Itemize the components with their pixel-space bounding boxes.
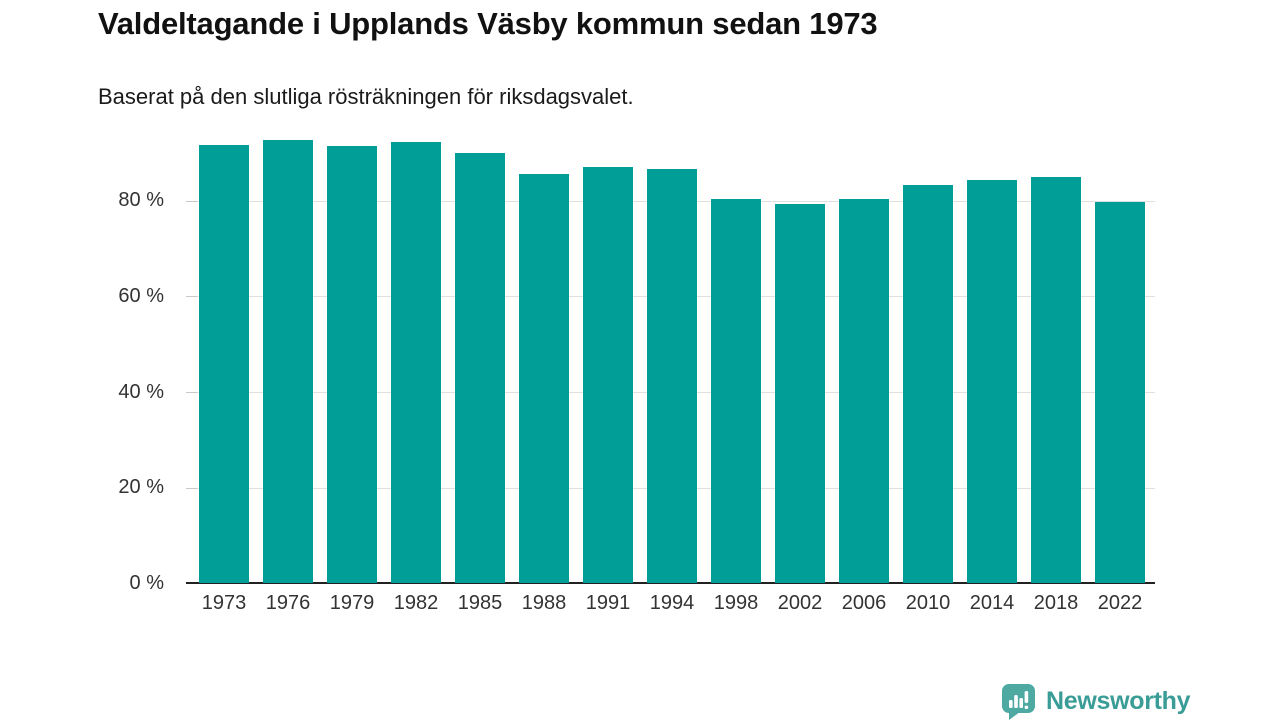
y-axis-label: 60 % [118, 284, 164, 307]
speech-bubble-shape [1002, 684, 1035, 720]
newsworthy-logo: Newsworthy [1000, 682, 1191, 720]
page-title: Valdeltagande i Upplands Väsby kommun se… [98, 6, 878, 41]
y-axis-label: 20 % [118, 476, 164, 499]
x-axis-labels: 1973 1976 1979 1982 1985 1988 1991 1994 1998 2002… [186, 592, 1155, 624]
x-axis-label: 1988 [521, 592, 567, 614]
y-axis-tick [186, 392, 197, 393]
x-axis-label: 2018 [1033, 592, 1079, 614]
y-axis-label: 80 % [118, 189, 164, 211]
x-axis-label: 1998 [713, 592, 759, 614]
bar-1982 [391, 141, 441, 583]
y-axis-label: 40 % [118, 380, 164, 403]
x-axis-label: 1994 [649, 592, 695, 614]
bar-2022 [1095, 202, 1145, 583]
x-axis-label: 2014 [969, 592, 1015, 614]
y-axis-tick [186, 200, 197, 202]
x-axis-label: 2010 [905, 592, 951, 614]
x-axis-label: 1973 [201, 592, 247, 614]
y-axis-label: 0 % [129, 572, 164, 594]
bar-1988 [519, 173, 569, 583]
x-axis-label: 1979 [329, 592, 375, 614]
bar-2018 [1031, 176, 1081, 583]
bar-chart-plot-area [186, 130, 1155, 584]
x-axis-line [186, 582, 1155, 584]
bar-2002 [775, 204, 825, 583]
bar-1994 [647, 168, 697, 583]
y-axis-tick [186, 296, 197, 298]
bar-1998 [711, 199, 761, 583]
bar-2006 [839, 198, 889, 583]
x-axis-label: 1985 [457, 592, 503, 614]
bar-1979 [327, 145, 377, 583]
bar-1985 [455, 153, 505, 583]
x-axis-label: 2002 [777, 592, 823, 614]
bar-1976 [263, 139, 313, 583]
x-axis-label: 1976 [265, 592, 311, 614]
y-axis-labels: 0 % 20 % 40 % 60 % 80 % [60, 130, 170, 594]
bar-chart-speech-bubble-icon [1000, 682, 1037, 720]
x-axis-label: 1991 [585, 592, 631, 614]
bar-1973 [199, 144, 249, 583]
chart-subtitle: Baserat på den slutliga rösträkningen fö… [98, 84, 634, 109]
x-axis-label: 1982 [393, 592, 439, 614]
x-axis-label: 2022 [1097, 592, 1143, 614]
bar-1991 [583, 167, 633, 583]
bar-2014 [967, 179, 1017, 583]
newsworthy-logo-text: Newsworthy [1046, 686, 1191, 715]
x-axis-label: 2006 [841, 592, 887, 614]
bar-2010 [903, 185, 953, 583]
y-axis-tick [186, 487, 197, 489]
